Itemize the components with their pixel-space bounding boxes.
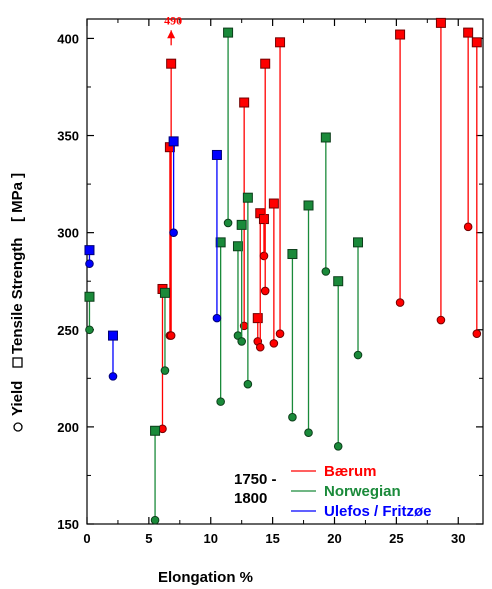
y-axis-title-unit: [ MPa ] (9, 173, 26, 222)
tensile-point (211, 149, 222, 160)
yield-point (160, 366, 170, 375)
y-axis-title: Yield Tensile Strength [ MPa ] (9, 173, 26, 432)
yield-point (463, 222, 473, 232)
x-tick-label: 5 (145, 531, 152, 546)
tensile-point (353, 237, 364, 248)
y-tick-label: 350 (57, 129, 79, 144)
tensile-point (395, 29, 406, 40)
yield-point (108, 372, 118, 381)
yield-point (212, 313, 222, 323)
yield-symbol-icon (13, 422, 23, 432)
yield-point (85, 325, 94, 335)
yield-point (333, 442, 343, 451)
yield-point (269, 339, 279, 348)
yield-point (237, 337, 246, 346)
yield-point (436, 315, 446, 325)
annotation-arrow-icon (167, 30, 176, 39)
yield-point (169, 228, 178, 237)
yield-point (395, 298, 405, 307)
series-ulefos-fritz-e (84, 136, 222, 381)
y-tick-label: 250 (57, 323, 79, 338)
y-tick-label: 200 (57, 420, 79, 435)
tensile-point (84, 245, 95, 256)
series-b-rum (157, 17, 482, 434)
tensile-point (303, 200, 314, 211)
tensile-point (168, 136, 179, 147)
tensile-point (268, 198, 279, 209)
x-tick-label: 20 (327, 531, 341, 546)
yield-point (288, 412, 297, 422)
yield-point (166, 331, 176, 340)
tensile-point (333, 276, 344, 287)
yield-point (353, 350, 363, 360)
x-tick-label: 10 (204, 531, 218, 546)
tensile-point (232, 241, 243, 252)
yield-point (304, 428, 313, 438)
yield-point (472, 329, 482, 338)
yield-point (255, 342, 265, 352)
tensile-point (215, 237, 226, 248)
yield-point (243, 379, 253, 389)
legend-label-2: Ulefos / Fritzøe (324, 503, 432, 520)
yield-point (216, 397, 225, 406)
tensile-point (287, 249, 298, 260)
tensile-point (435, 17, 446, 28)
tensile-point (252, 313, 263, 324)
x-tick-label: 25 (389, 531, 403, 546)
x-tick-label: 15 (265, 531, 279, 546)
y-tick-label: 150 (57, 517, 79, 532)
x-axis-title: Elongation % (158, 569, 253, 586)
y-tick-label: 300 (57, 226, 79, 241)
tensile-point (223, 27, 234, 38)
yield-point (275, 329, 285, 338)
yield-point (321, 267, 331, 276)
tensile-point (84, 291, 95, 302)
yield-point (223, 218, 233, 228)
legend: 1750 - 1800 Bærum Norwegian Ulefos / Fritz… (234, 463, 432, 520)
tensile-point (159, 287, 170, 298)
tensile-point (471, 37, 482, 48)
legend-label-1: Norwegian (324, 483, 401, 500)
yield-point (259, 251, 269, 261)
tensile-point (242, 192, 253, 203)
plot-frame (86, 18, 484, 525)
annotation-label: 490 (164, 13, 182, 27)
yield-point (260, 286, 270, 296)
tensile-symbol-icon (12, 357, 23, 368)
tensile-point (150, 425, 161, 436)
tensile-point (258, 214, 269, 225)
yield-point (85, 259, 94, 269)
tensile-point (236, 219, 247, 230)
yield-point (150, 515, 160, 525)
tensile-point (166, 58, 177, 69)
tensile-point (107, 330, 118, 341)
y-axis-title-yield: Yield (9, 381, 26, 416)
legend-period-line2: 1800 (234, 490, 267, 507)
tensile-point (239, 97, 250, 108)
tensile-point (463, 27, 474, 38)
y-axis-title-tensile: Tensile Strength (9, 238, 26, 354)
x-tick-label: 30 (451, 531, 465, 546)
series-norwegian (84, 27, 364, 525)
legend-period-line1: 1750 - (234, 471, 277, 488)
x-tick-label: 0 (83, 531, 90, 546)
tensile-point (320, 132, 331, 143)
legend-label-0: Bærum (324, 463, 377, 480)
y-tick-label: 400 (57, 31, 79, 46)
tensile-point (260, 58, 271, 69)
tensile-point (275, 37, 286, 48)
